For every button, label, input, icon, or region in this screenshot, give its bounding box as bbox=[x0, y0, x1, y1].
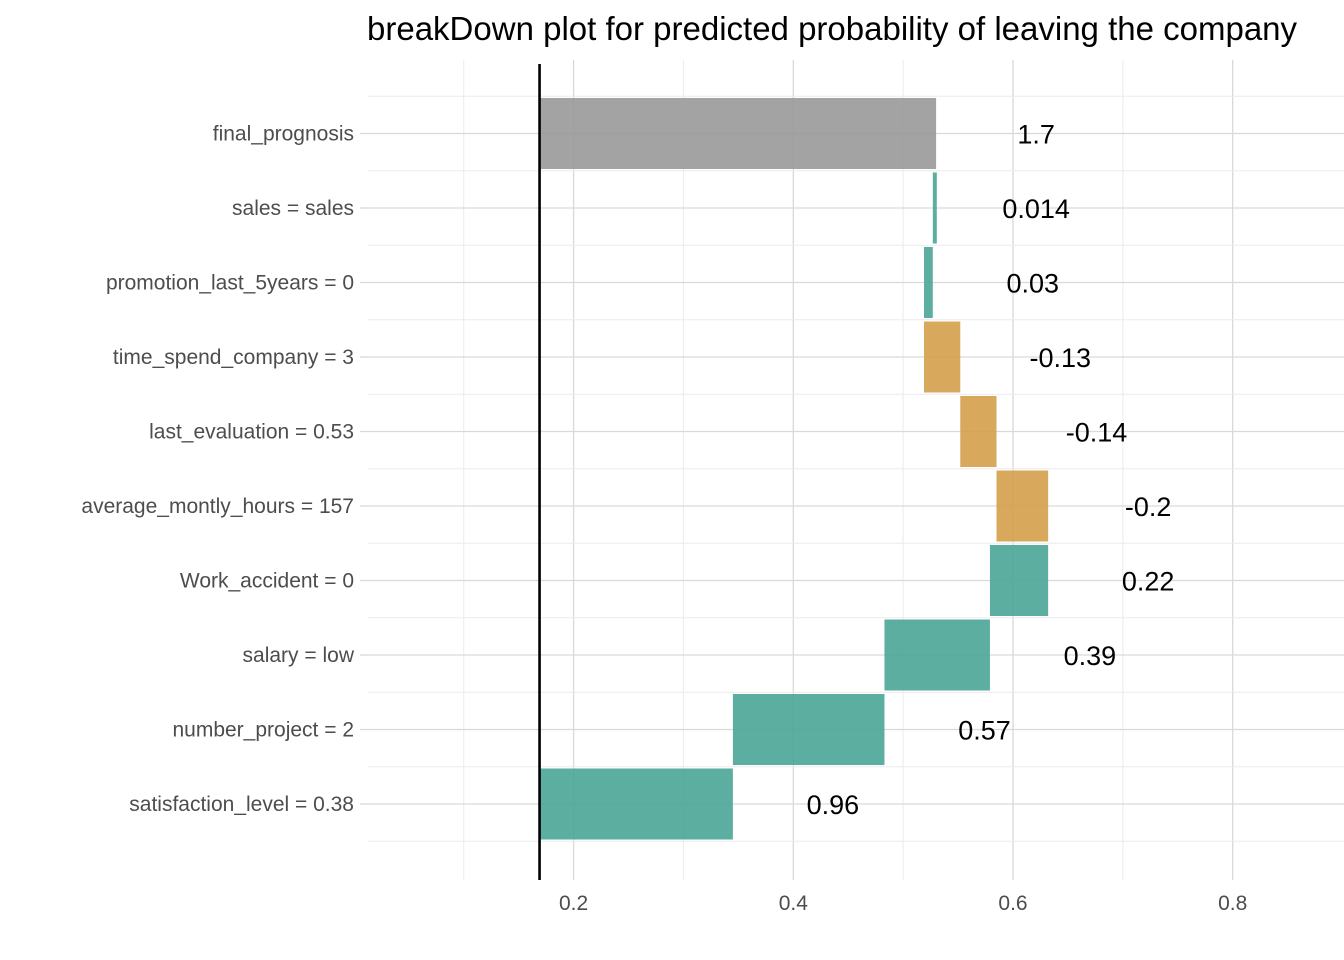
bar-negative bbox=[960, 396, 997, 467]
bar-positive bbox=[932, 172, 937, 244]
category-label: salary = low bbox=[243, 644, 355, 667]
category-label: satisfaction_level = 0.38 bbox=[129, 793, 354, 816]
x-tick-label: 0.8 bbox=[1218, 892, 1247, 915]
label-layer: final_prognosis 1.7 sales = sales 0.014 prom… bbox=[81, 120, 1174, 821]
data-label: 0.03 bbox=[1007, 269, 1060, 299]
category-label: average_montly_hours = 157 bbox=[81, 495, 354, 518]
data-label: 0.22 bbox=[1122, 567, 1175, 597]
data-label: 0.96 bbox=[807, 790, 860, 820]
chart-title: breakDown plot for predicted probability… bbox=[367, 10, 1298, 47]
category-label: sales = sales bbox=[232, 197, 354, 220]
axis-layer: 0.2 0.4 0.6 0.8 bbox=[360, 64, 1247, 915]
x-tick-label: 0.6 bbox=[998, 892, 1027, 915]
x-tick-label: 0.4 bbox=[779, 892, 809, 915]
data-label: -0.14 bbox=[1066, 418, 1128, 448]
bar-layer bbox=[539, 98, 1049, 840]
data-label: 0.014 bbox=[1002, 194, 1070, 224]
bar-positive bbox=[539, 768, 733, 840]
category-label: last_evaluation = 0.53 bbox=[149, 421, 354, 444]
category-label: number_project = 2 bbox=[172, 719, 354, 742]
bar-negative bbox=[996, 470, 1049, 542]
bar-positive bbox=[732, 694, 885, 765]
grid-layer bbox=[368, 60, 1344, 880]
x-tick-label: 0.2 bbox=[559, 892, 588, 915]
data-label: 1.7 bbox=[1017, 120, 1055, 150]
data-label: 0.39 bbox=[1064, 641, 1117, 671]
bar-positive bbox=[924, 247, 933, 318]
data-label: -0.2 bbox=[1125, 492, 1172, 522]
bar-negative bbox=[924, 321, 961, 393]
category-label: Work_accident = 0 bbox=[180, 570, 354, 593]
bar-positive bbox=[884, 619, 990, 691]
category-label: promotion_last_5years = 0 bbox=[106, 272, 354, 295]
category-label: final_prognosis bbox=[213, 123, 354, 146]
data-label: -0.13 bbox=[1029, 343, 1091, 373]
data-label: 0.57 bbox=[958, 716, 1011, 746]
category-label: time_spend_company = 3 bbox=[113, 346, 354, 369]
bar-final bbox=[539, 98, 937, 169]
bar-positive bbox=[989, 545, 1049, 616]
